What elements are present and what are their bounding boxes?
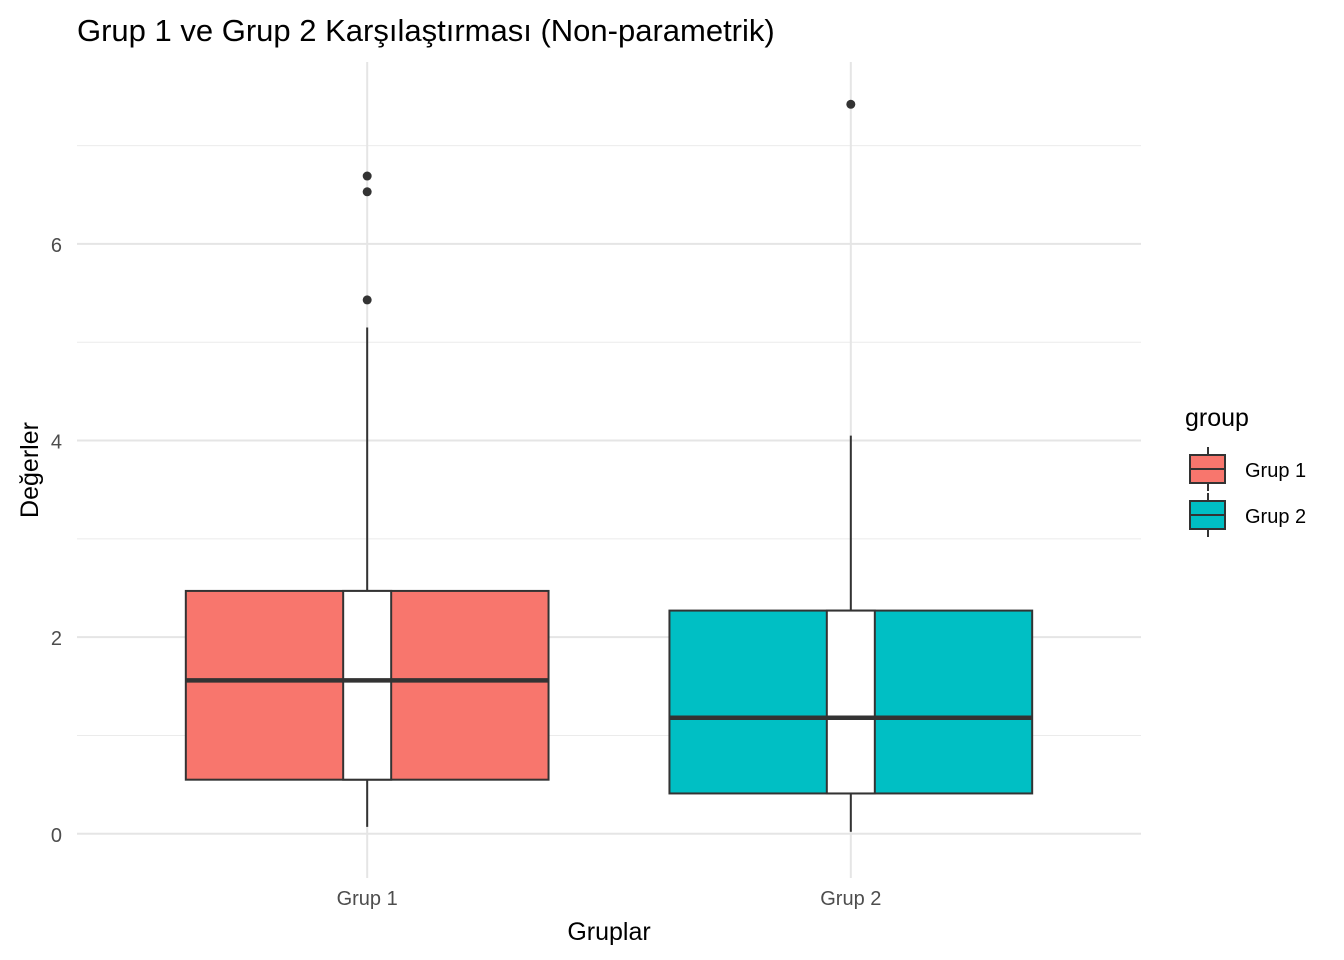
x-tick-label: Grup 1: [337, 888, 398, 910]
box-notch: [825, 609, 876, 795]
outlier-point: [362, 295, 372, 305]
y-axis-title: Değerler: [16, 422, 44, 518]
x-axis-title: Gruplar: [567, 918, 650, 946]
legend-title: group: [1185, 404, 1249, 432]
box-grup-1: [184, 171, 550, 827]
legend-label: Grup 2: [1245, 506, 1306, 528]
y-tick-label: 6: [51, 235, 62, 257]
chart-title: Grup 1 ve Grup 2 Karşılaştırması (Non-pa…: [77, 13, 775, 48]
box-grup-2: [668, 99, 1034, 832]
legend-key-grup-2: Grup 2: [1189, 493, 1306, 537]
outlier-point: [362, 187, 372, 197]
x-tick-label: Grup 2: [820, 888, 881, 910]
legend-keys: Grup 1 Grup 2: [1189, 447, 1306, 537]
y-tick-label: 2: [51, 628, 62, 650]
plot-panel: 0 2 4 6 Grup 1 Grup 2: [51, 62, 1141, 910]
legend-label: Grup 1: [1245, 460, 1306, 482]
y-tick-label: 4: [51, 432, 62, 454]
legend-key-grup-1: Grup 1: [1189, 447, 1306, 491]
box-notch: [342, 589, 393, 781]
outlier-point: [846, 99, 856, 109]
y-tick-label: 0: [51, 825, 62, 847]
outlier-point: [362, 171, 372, 181]
legend: group Grup 1 Grup 2: [1185, 404, 1306, 537]
